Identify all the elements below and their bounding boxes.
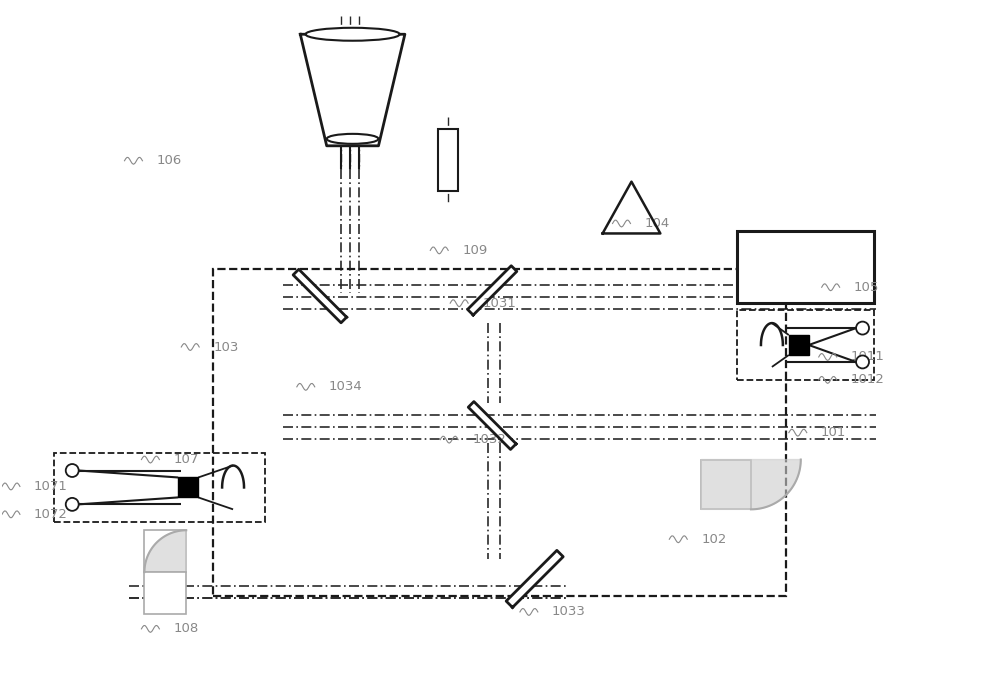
Text: 106: 106	[156, 154, 182, 167]
Text: 1032: 1032	[472, 433, 506, 446]
Bar	[54, 452, 265, 523]
Polygon shape	[293, 269, 347, 322]
Polygon shape	[300, 34, 405, 146]
Text: 105: 105	[854, 281, 879, 294]
Circle shape	[66, 464, 79, 477]
Ellipse shape	[327, 134, 378, 144]
Text: 102: 102	[701, 533, 727, 546]
Text: 103: 103	[213, 341, 239, 354]
Text: 108: 108	[173, 622, 199, 635]
Bar	[144, 572, 186, 614]
Text: 101: 101	[821, 426, 846, 439]
Polygon shape	[506, 550, 563, 607]
Text: 109: 109	[462, 244, 487, 257]
Text: 1011: 1011	[851, 350, 884, 363]
Bar	[213, 270, 786, 596]
Bar	[789, 335, 809, 355]
Text: 104: 104	[644, 217, 670, 230]
Circle shape	[856, 322, 869, 334]
Polygon shape	[468, 265, 517, 315]
Ellipse shape	[306, 28, 400, 41]
Polygon shape	[701, 459, 801, 509]
Polygon shape	[468, 402, 516, 450]
Text: 1072: 1072	[34, 508, 68, 521]
Polygon shape	[603, 181, 660, 234]
Text: 1071: 1071	[34, 480, 68, 493]
Circle shape	[66, 498, 79, 511]
Text: 1012: 1012	[851, 373, 884, 386]
Bar	[178, 477, 198, 498]
Text: 1033: 1033	[552, 605, 586, 619]
Circle shape	[856, 355, 869, 368]
Polygon shape	[144, 530, 186, 572]
Bar	[144, 530, 186, 572]
Text: 107: 107	[173, 453, 199, 466]
Bar	[701, 459, 751, 509]
Bar	[737, 231, 874, 303]
Bar	[438, 129, 458, 190]
Text: 1034: 1034	[329, 380, 362, 393]
Bar	[737, 310, 874, 380]
Text: 1031: 1031	[482, 297, 516, 310]
